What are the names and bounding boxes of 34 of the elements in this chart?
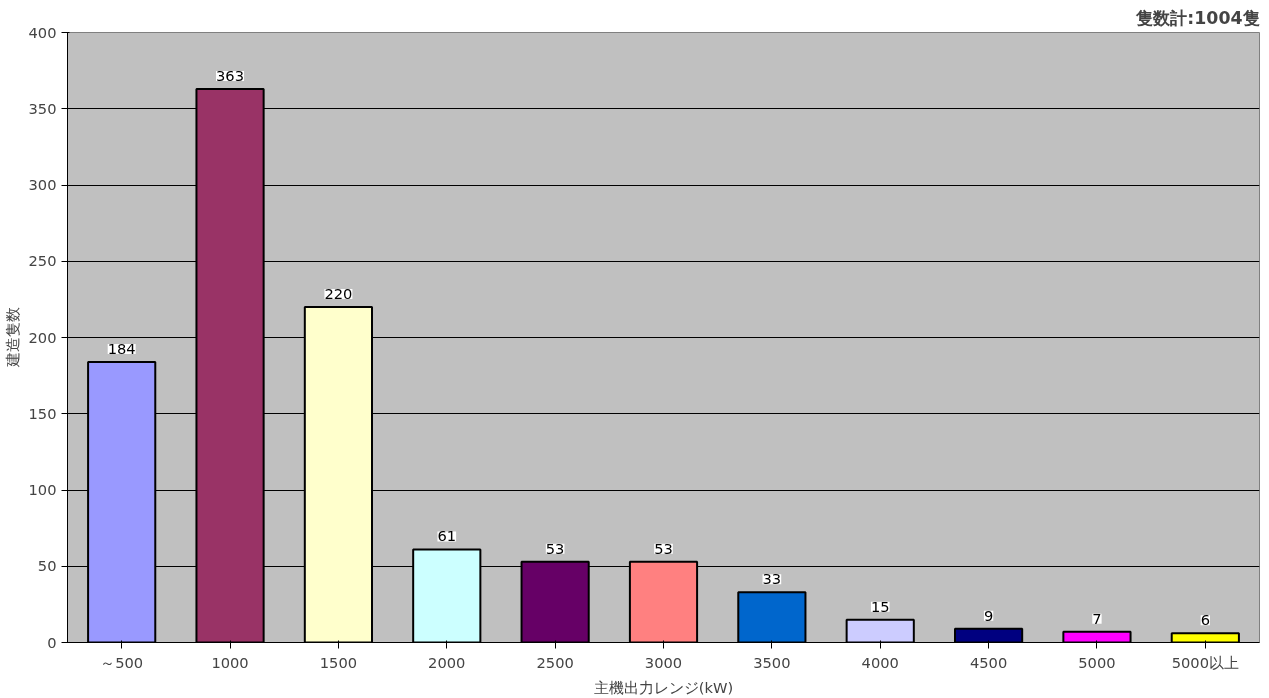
x-tick-label: 4500 bbox=[969, 653, 1008, 671]
x-tick-label: 5000 bbox=[1078, 653, 1116, 671]
x-tick-label: 2500 bbox=[536, 653, 574, 671]
y-tick-label: 150 bbox=[28, 404, 57, 422]
y-tick-label: 300 bbox=[28, 176, 57, 193]
y-axis-title: 建造隻数 bbox=[3, 307, 21, 369]
x-tick-label: 5000以上 bbox=[1171, 653, 1239, 671]
data-label: 61 bbox=[437, 527, 457, 545]
y-tick-label: 50 bbox=[37, 557, 57, 575]
y-tick-label: 350 bbox=[28, 99, 57, 117]
x-tick-label: 3500 bbox=[753, 653, 791, 671]
y-tick-label: 200 bbox=[28, 328, 57, 346]
data-label: 184 bbox=[107, 339, 136, 357]
data-label: 7 bbox=[1092, 609, 1102, 627]
data-label: 33 bbox=[762, 570, 782, 588]
data-label: 363 bbox=[216, 66, 245, 84]
data-label: 15 bbox=[870, 597, 890, 615]
x-tick-label: 3000 bbox=[644, 653, 683, 671]
x-tick-label: ～500 bbox=[100, 653, 144, 671]
data-label: 53 bbox=[654, 539, 673, 557]
data-label: 53 bbox=[545, 539, 565, 557]
x-tick-label: 1500 bbox=[319, 653, 358, 671]
x-tick-label: 2000 bbox=[428, 653, 466, 671]
text: 隻数計:1004隻 bbox=[1135, 7, 1260, 28]
y-tick-label: 400 bbox=[28, 23, 57, 41]
x-tick-label: 1000 bbox=[211, 653, 249, 671]
data-label: 6 bbox=[1200, 611, 1210, 629]
data-label: 220 bbox=[324, 285, 353, 302]
data-label: 9 bbox=[983, 606, 994, 624]
y-tick-label: 100 bbox=[28, 481, 57, 498]
y-tick-label: 250 bbox=[28, 252, 57, 270]
x-axis-title: 主機出力レンジ(kW) bbox=[593, 678, 734, 696]
y-tick-label: 0 bbox=[47, 633, 57, 651]
x-tick-label: 4000 bbox=[861, 653, 899, 671]
